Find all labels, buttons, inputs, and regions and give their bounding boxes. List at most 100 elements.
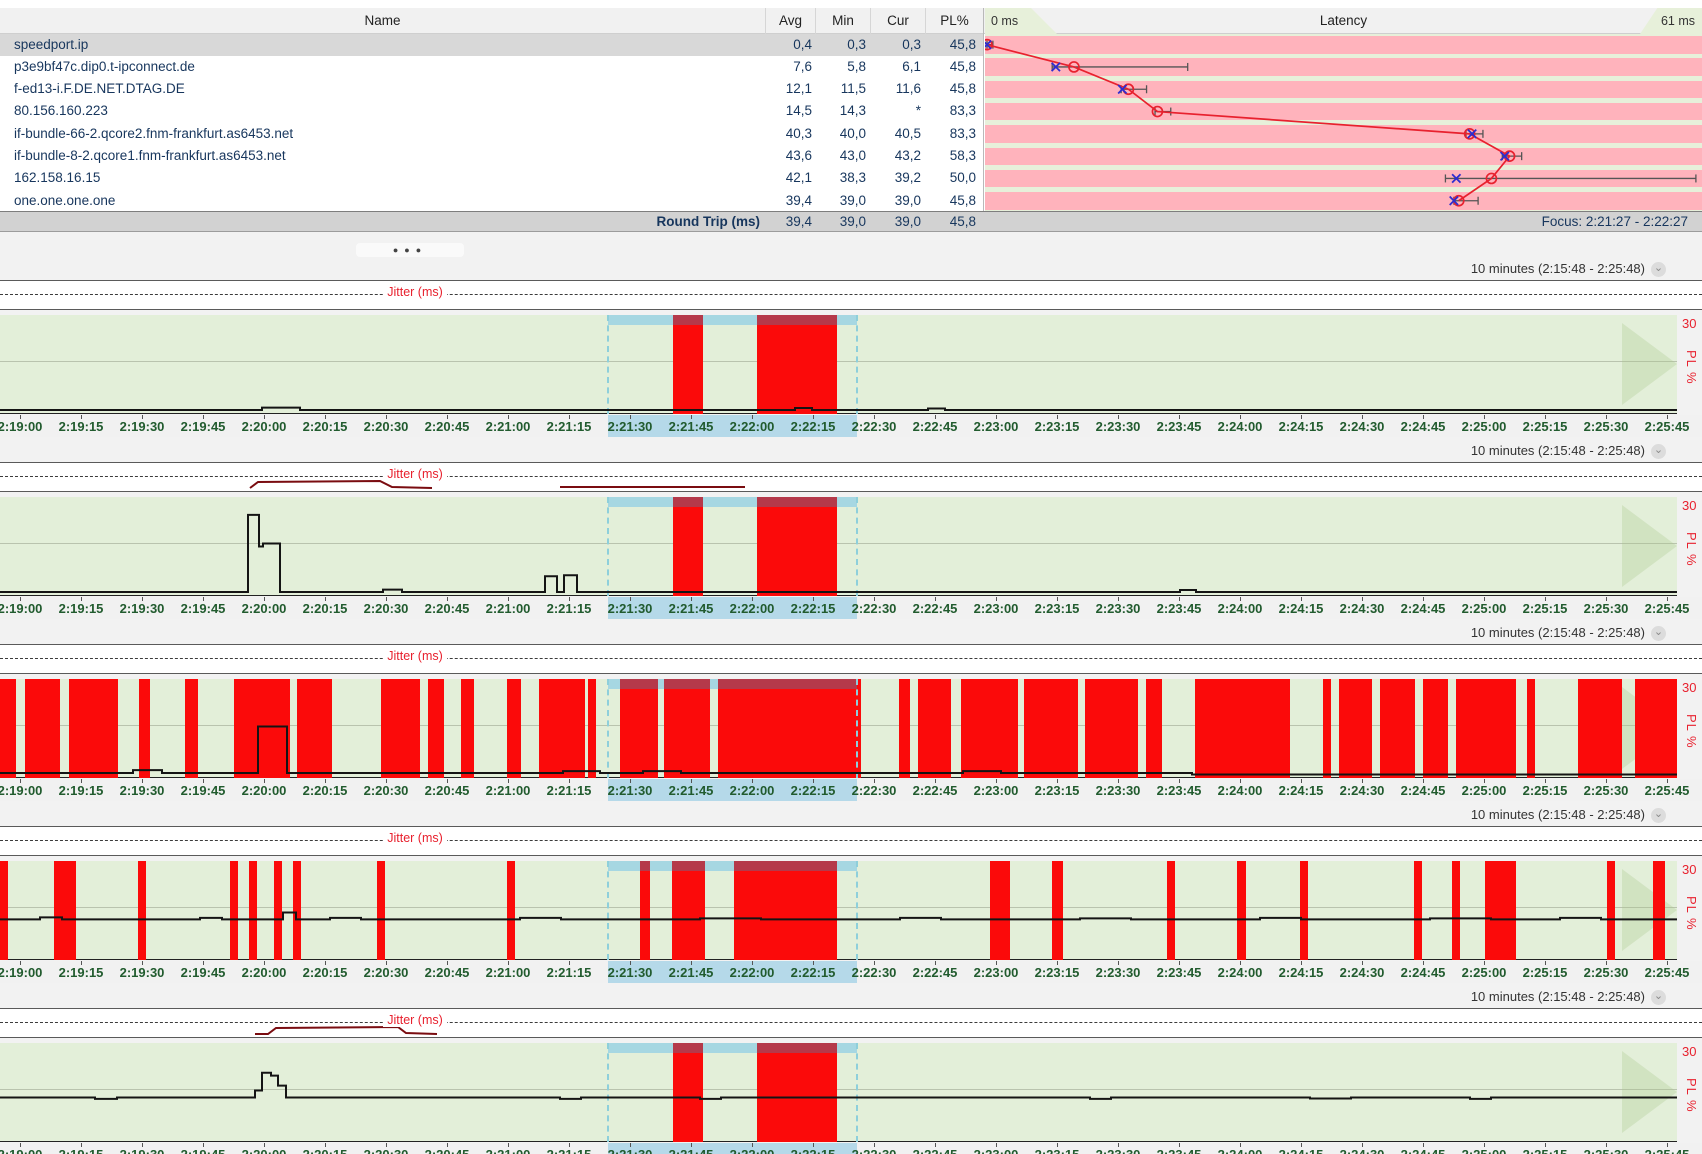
time-tick-label: 2:25:30 bbox=[1576, 1143, 1636, 1154]
time-tick-label: 2:23:45 bbox=[1149, 779, 1209, 798]
hop-name: 80.156.160.223 bbox=[14, 103, 108, 119]
time-tick-label: 2:24:45 bbox=[1393, 415, 1453, 434]
watermark-arrow-icon bbox=[1622, 505, 1677, 587]
loss-plot[interactable] bbox=[0, 679, 1677, 778]
focus-end-handle[interactable] bbox=[856, 1043, 858, 1142]
time-axis-focus-highlight bbox=[608, 779, 857, 801]
packet-loss-bar bbox=[1452, 861, 1460, 960]
time-tick-label: 2:19:00 bbox=[0, 779, 50, 798]
table-row[interactable]: speedport.ip 0,4 0,3 0,3 45,8 bbox=[0, 33, 983, 56]
latency-trace bbox=[0, 406, 1677, 412]
time-tick-label: 2:25:00 bbox=[1454, 415, 1514, 434]
gridline bbox=[0, 907, 1677, 909]
range-selector[interactable]: 10 minutes (2:15:48 - 2:25:48) bbox=[1470, 261, 1645, 276]
column-header-cur[interactable]: Cur bbox=[870, 8, 925, 34]
packet-loss-focus-cap bbox=[672, 861, 705, 871]
time-tick-label: 2:23:45 bbox=[1149, 1143, 1209, 1154]
range-selector[interactable]: 10 minutes (2:15:48 - 2:25:48) bbox=[1470, 807, 1645, 822]
range-selector-row: 10 minutes (2:15:48 - 2:25:48) ⌄ bbox=[0, 440, 1702, 462]
column-header-min[interactable]: Min bbox=[815, 8, 870, 34]
hop-pl: 58,3 bbox=[949, 148, 976, 163]
focus-region[interactable] bbox=[608, 497, 857, 507]
column-separator bbox=[983, 8, 984, 212]
time-tick-label: 2:22:15 bbox=[783, 1143, 843, 1154]
packet-loss-bar bbox=[673, 497, 703, 596]
time-tick-label: 2:21:00 bbox=[478, 779, 538, 798]
column-header-avg[interactable]: Avg bbox=[765, 8, 815, 34]
table-row[interactable]: if-bundle-8-2.qcore1.fnm-frankfurt.as645… bbox=[0, 145, 983, 167]
range-selector[interactable]: 10 minutes (2:15:48 - 2:25:48) bbox=[1470, 443, 1645, 458]
packet-loss-focus-cap bbox=[757, 497, 837, 507]
chevron-down-icon[interactable]: ⌄ bbox=[1651, 808, 1666, 823]
packet-loss-bar bbox=[1456, 679, 1516, 778]
time-tick-label: 2:23:45 bbox=[1149, 415, 1209, 434]
time-tick-label: 2:25:00 bbox=[1454, 597, 1514, 616]
time-tick-label: 2:19:30 bbox=[112, 1143, 172, 1154]
chevron-down-icon[interactable]: ⌄ bbox=[1651, 444, 1666, 459]
loss-plot[interactable] bbox=[0, 861, 1677, 960]
time-tick-label: 2:19:00 bbox=[0, 415, 50, 434]
packet-loss-band bbox=[985, 192, 1702, 210]
range-selector[interactable]: 10 minutes (2:15:48 - 2:25:48) bbox=[1470, 625, 1645, 640]
time-tick-label: 2:21:15 bbox=[539, 415, 599, 434]
packet-loss-focus-cap bbox=[673, 1043, 703, 1053]
column-header-pl[interactable]: PL% bbox=[925, 8, 983, 34]
chevron-down-icon[interactable]: ⌄ bbox=[1651, 262, 1666, 277]
table-row[interactable]: if-bundle-66-2.qcore2.fnm-frankfurt.as64… bbox=[0, 123, 983, 145]
time-tick-label: 2:23:15 bbox=[1027, 1143, 1087, 1154]
time-tick-label: 2:21:15 bbox=[539, 597, 599, 616]
time-tick-label: 2:24:15 bbox=[1271, 415, 1331, 434]
focus-region[interactable] bbox=[608, 315, 857, 325]
packet-loss-bar bbox=[1423, 679, 1448, 778]
chevron-down-icon[interactable]: ⌄ bbox=[1651, 990, 1666, 1005]
loss-plot[interactable] bbox=[0, 1043, 1677, 1142]
packet-loss-bar bbox=[757, 1043, 837, 1142]
focus-start-handle[interactable] bbox=[607, 679, 609, 778]
packet-loss-bar bbox=[1380, 679, 1415, 778]
time-tick-label: 2:22:30 bbox=[844, 597, 904, 616]
table-row[interactable]: 162.158.16.15 42,1 38,3 39,2 50,0 bbox=[0, 167, 983, 189]
table-row[interactable]: f-ed13-i.F.DE.NET.DTAG.DE 12,1 11,5 11,6 45,… bbox=[0, 78, 983, 100]
packet-loss-bar bbox=[757, 315, 837, 414]
loss-plot[interactable] bbox=[0, 315, 1677, 414]
hop-avg: 39,4 bbox=[785, 192, 812, 208]
focus-end-handle[interactable] bbox=[856, 497, 858, 596]
table-row[interactable]: p3e9bf47c.dip0.t-ipconnect.de 7,6 5,8 6,1 45… bbox=[0, 56, 983, 78]
focus-end-handle[interactable] bbox=[856, 679, 858, 778]
splitter-handle[interactable]: ●●● bbox=[356, 243, 464, 257]
trace-table: Name Avg Min Cur PL% Latency 0 ms 61 ms speedpo… bbox=[0, 0, 1702, 232]
focus-region[interactable] bbox=[608, 1043, 857, 1053]
focus-end-handle[interactable] bbox=[856, 315, 858, 414]
time-tick-label: 2:25:45 bbox=[1637, 961, 1697, 980]
time-tick-label: 2:21:30 bbox=[600, 779, 660, 798]
column-header-name[interactable]: Name bbox=[364, 13, 401, 28]
packet-loss-bar bbox=[757, 497, 837, 596]
focus-region[interactable] bbox=[608, 861, 857, 871]
time-tick-label: 2:20:45 bbox=[417, 779, 477, 798]
table-row[interactable]: 80.156.160.223 14,5 14,3 * 83,3 bbox=[0, 100, 983, 122]
packet-loss-bar bbox=[139, 679, 150, 778]
focus-start-handle[interactable] bbox=[607, 1043, 609, 1142]
time-tick-label: 2:21:30 bbox=[600, 597, 660, 616]
table-row[interactable]: one.one.one.one 39,4 39,0 39,0 45,8 bbox=[0, 190, 983, 212]
hop-avg: 14,5 bbox=[785, 103, 812, 119]
packet-loss-bar bbox=[1052, 861, 1063, 960]
hop-avg: 12,1 bbox=[785, 81, 812, 97]
latency-chart[interactable] bbox=[985, 34, 1702, 212]
round-trip-row: Round Trip (ms) 39,4 39,0 39,0 45,8 Focu… bbox=[0, 211, 1702, 232]
chevron-down-icon[interactable]: ⌄ bbox=[1651, 626, 1666, 641]
time-tick-label: 2:25:15 bbox=[1515, 1143, 1575, 1154]
time-tick-label: 2:22:00 bbox=[722, 779, 782, 798]
packet-loss-bar bbox=[1527, 679, 1535, 778]
time-tick-label: 2:23:00 bbox=[966, 961, 1026, 980]
focus-start-handle[interactable] bbox=[607, 861, 609, 960]
focus-end-handle[interactable] bbox=[856, 861, 858, 960]
focus-start-handle[interactable] bbox=[607, 315, 609, 414]
focus-start-handle[interactable] bbox=[607, 497, 609, 596]
range-selector[interactable]: 10 minutes (2:15:48 - 2:25:48) bbox=[1470, 989, 1645, 1004]
packet-loss-bar bbox=[138, 861, 146, 960]
hop-name: speedport.ip bbox=[14, 36, 89, 52]
loss-plot[interactable] bbox=[0, 497, 1677, 596]
